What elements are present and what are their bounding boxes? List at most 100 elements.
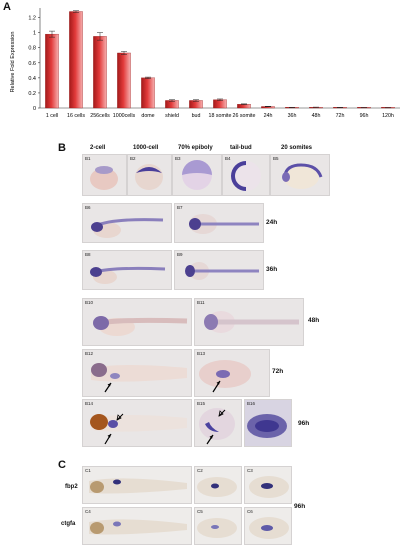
embryo-36h-lateral bbox=[90, 266, 166, 284]
micrograph-c2: C2 bbox=[194, 466, 242, 504]
time-label-96h-c: 96h bbox=[294, 503, 306, 510]
embryo-ctgfa-dorsal bbox=[249, 517, 289, 539]
micrograph-c5: C5 bbox=[194, 507, 242, 545]
micrograph-b4: B4 bbox=[222, 154, 270, 196]
embryo-72h-lateral bbox=[91, 363, 187, 393]
embryo-96h-lateral bbox=[90, 413, 187, 445]
y-axis-label: Relative Fold Expression bbox=[10, 32, 16, 93]
x-tick-label: 96h bbox=[360, 113, 369, 119]
image-label: B11 bbox=[197, 300, 205, 305]
x-tick-label: dome bbox=[141, 113, 154, 119]
embryo-72h-ventral bbox=[199, 360, 251, 393]
stage-header-2-cell: 2-cell bbox=[90, 145, 106, 151]
stage-header-tail-bud: tail-bud bbox=[230, 145, 252, 151]
embryo-ctgfa-lateral bbox=[89, 519, 187, 535]
image-label: C3 bbox=[247, 468, 253, 473]
image-label: B5 bbox=[273, 156, 279, 161]
x-tick-label: 36h bbox=[288, 113, 297, 119]
image-label: B15 bbox=[197, 401, 206, 406]
stage-header-70-epiboly: 70% epiboly bbox=[178, 145, 213, 151]
time-label-72h: 72h bbox=[272, 368, 284, 375]
tissue-96h-closeup bbox=[245, 400, 291, 446]
bar bbox=[141, 77, 155, 109]
x-tick-label: 24h bbox=[264, 113, 273, 119]
x-tick-label: 256cells bbox=[90, 113, 110, 119]
y-tick-label: 1 bbox=[33, 31, 36, 37]
time-label-24h: 24h bbox=[266, 219, 278, 226]
x-tick-label: shield bbox=[165, 113, 179, 119]
micrograph-b16: B16 bbox=[244, 399, 292, 447]
x-tick-label: 48h bbox=[312, 113, 321, 119]
bar bbox=[45, 33, 59, 109]
image-label: C4 bbox=[85, 509, 91, 514]
embryo-2-cell bbox=[90, 166, 118, 190]
micrograph-b6: B6 bbox=[82, 203, 172, 243]
micrograph-b5: B5 bbox=[270, 154, 330, 196]
embryo-48h-lateral bbox=[93, 316, 188, 336]
micrograph-b2: B2 bbox=[127, 154, 172, 196]
bar bbox=[93, 36, 107, 109]
image-label: C6 bbox=[247, 509, 253, 514]
bar bbox=[69, 11, 83, 109]
image-label: B10 bbox=[85, 300, 94, 305]
micrograph-c4: C4 bbox=[82, 507, 192, 545]
image-label: B13 bbox=[197, 351, 206, 356]
bar bbox=[117, 52, 131, 109]
bar bbox=[213, 99, 227, 109]
micrograph-b3: B3 bbox=[172, 154, 222, 196]
panel-letter-a: A bbox=[3, 1, 11, 13]
y-tick-label: 0 bbox=[33, 106, 36, 112]
image-label: B3 bbox=[175, 156, 181, 161]
y-tick-label: 0.4 bbox=[28, 76, 36, 82]
embryo-70-epiboly bbox=[182, 160, 212, 190]
x-tick-label: bud bbox=[192, 113, 201, 119]
image-label: B12 bbox=[85, 351, 94, 356]
x-tick-label: 26 somite bbox=[233, 113, 256, 119]
image-label: B1 bbox=[85, 156, 91, 161]
embryo-24h-dorsal bbox=[189, 214, 259, 234]
time-label-96h: 96h bbox=[298, 420, 310, 427]
micrograph-b11: B11 bbox=[194, 298, 304, 346]
image-label: B14 bbox=[85, 401, 94, 406]
embryo-tail-bud bbox=[231, 161, 261, 191]
embryo-48h-dorsal bbox=[204, 311, 299, 333]
image-label: B9 bbox=[177, 252, 183, 257]
x-tick-label: 72h bbox=[336, 113, 345, 119]
bar bbox=[189, 100, 203, 109]
micrograph-b1: B1 bbox=[82, 154, 127, 196]
micrograph-b10: B10 bbox=[82, 298, 192, 346]
embryo-fbp2-lateral bbox=[89, 478, 187, 494]
image-label: B7 bbox=[177, 205, 183, 210]
image-label: C1 bbox=[85, 468, 91, 473]
x-tick-label: 120h bbox=[382, 113, 394, 119]
image-label: B16 bbox=[247, 401, 256, 406]
x-tick-label: 1000cells bbox=[113, 113, 136, 119]
image-label: C2 bbox=[197, 468, 203, 473]
stage-header-1000-cell: 1000-cell bbox=[133, 145, 159, 151]
micrograph-b15: B15 bbox=[194, 399, 242, 447]
micrograph-b12: B12 bbox=[82, 349, 192, 397]
embryo-20-somites bbox=[282, 163, 323, 189]
embryo-96h-ventral bbox=[199, 408, 235, 445]
panel-letter-c: C bbox=[58, 459, 66, 471]
y-tick-label: 0.2 bbox=[28, 91, 36, 97]
embryo-ctgfa-ventral bbox=[197, 518, 237, 538]
image-label: B8 bbox=[85, 252, 91, 257]
gene-label-fbp2: fbp2 bbox=[65, 484, 78, 490]
micrograph-b13: B13 bbox=[194, 349, 270, 397]
panel-letter-b: B bbox=[58, 142, 66, 154]
time-label-48h: 48h bbox=[308, 317, 320, 324]
image-label: B4 bbox=[225, 156, 231, 161]
x-tick-label: 18 somite bbox=[209, 113, 232, 119]
x-tick-label: 1 cell bbox=[46, 113, 58, 119]
embryo-fbp2-ventral bbox=[197, 477, 237, 497]
embryo-36h-dorsal bbox=[185, 262, 259, 280]
bar-chart: Relative Fold Expression 1 cell 16 cells 2… bbox=[10, 8, 400, 119]
micrograph-b8: B8 bbox=[82, 250, 172, 290]
y-tick-label: 0.6 bbox=[28, 61, 36, 67]
bar bbox=[165, 100, 179, 109]
micrograph-c6: C6 bbox=[244, 507, 292, 545]
micrograph-b9: B9 bbox=[174, 250, 264, 290]
embryo-24h-lateral bbox=[91, 218, 164, 238]
image-label: B6 bbox=[85, 205, 91, 210]
